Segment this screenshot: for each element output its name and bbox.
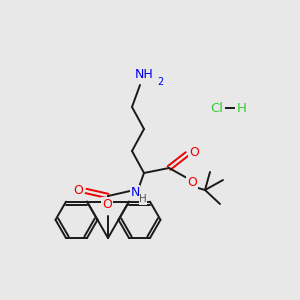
Text: H: H (139, 194, 147, 204)
Text: Cl: Cl (210, 101, 223, 115)
Text: O: O (187, 176, 197, 188)
Text: N: N (130, 185, 140, 199)
Text: 2: 2 (157, 77, 163, 87)
Text: O: O (102, 197, 112, 211)
Text: H: H (237, 101, 247, 115)
Text: NH: NH (135, 68, 153, 82)
Text: O: O (189, 146, 199, 158)
Text: O: O (73, 184, 83, 197)
